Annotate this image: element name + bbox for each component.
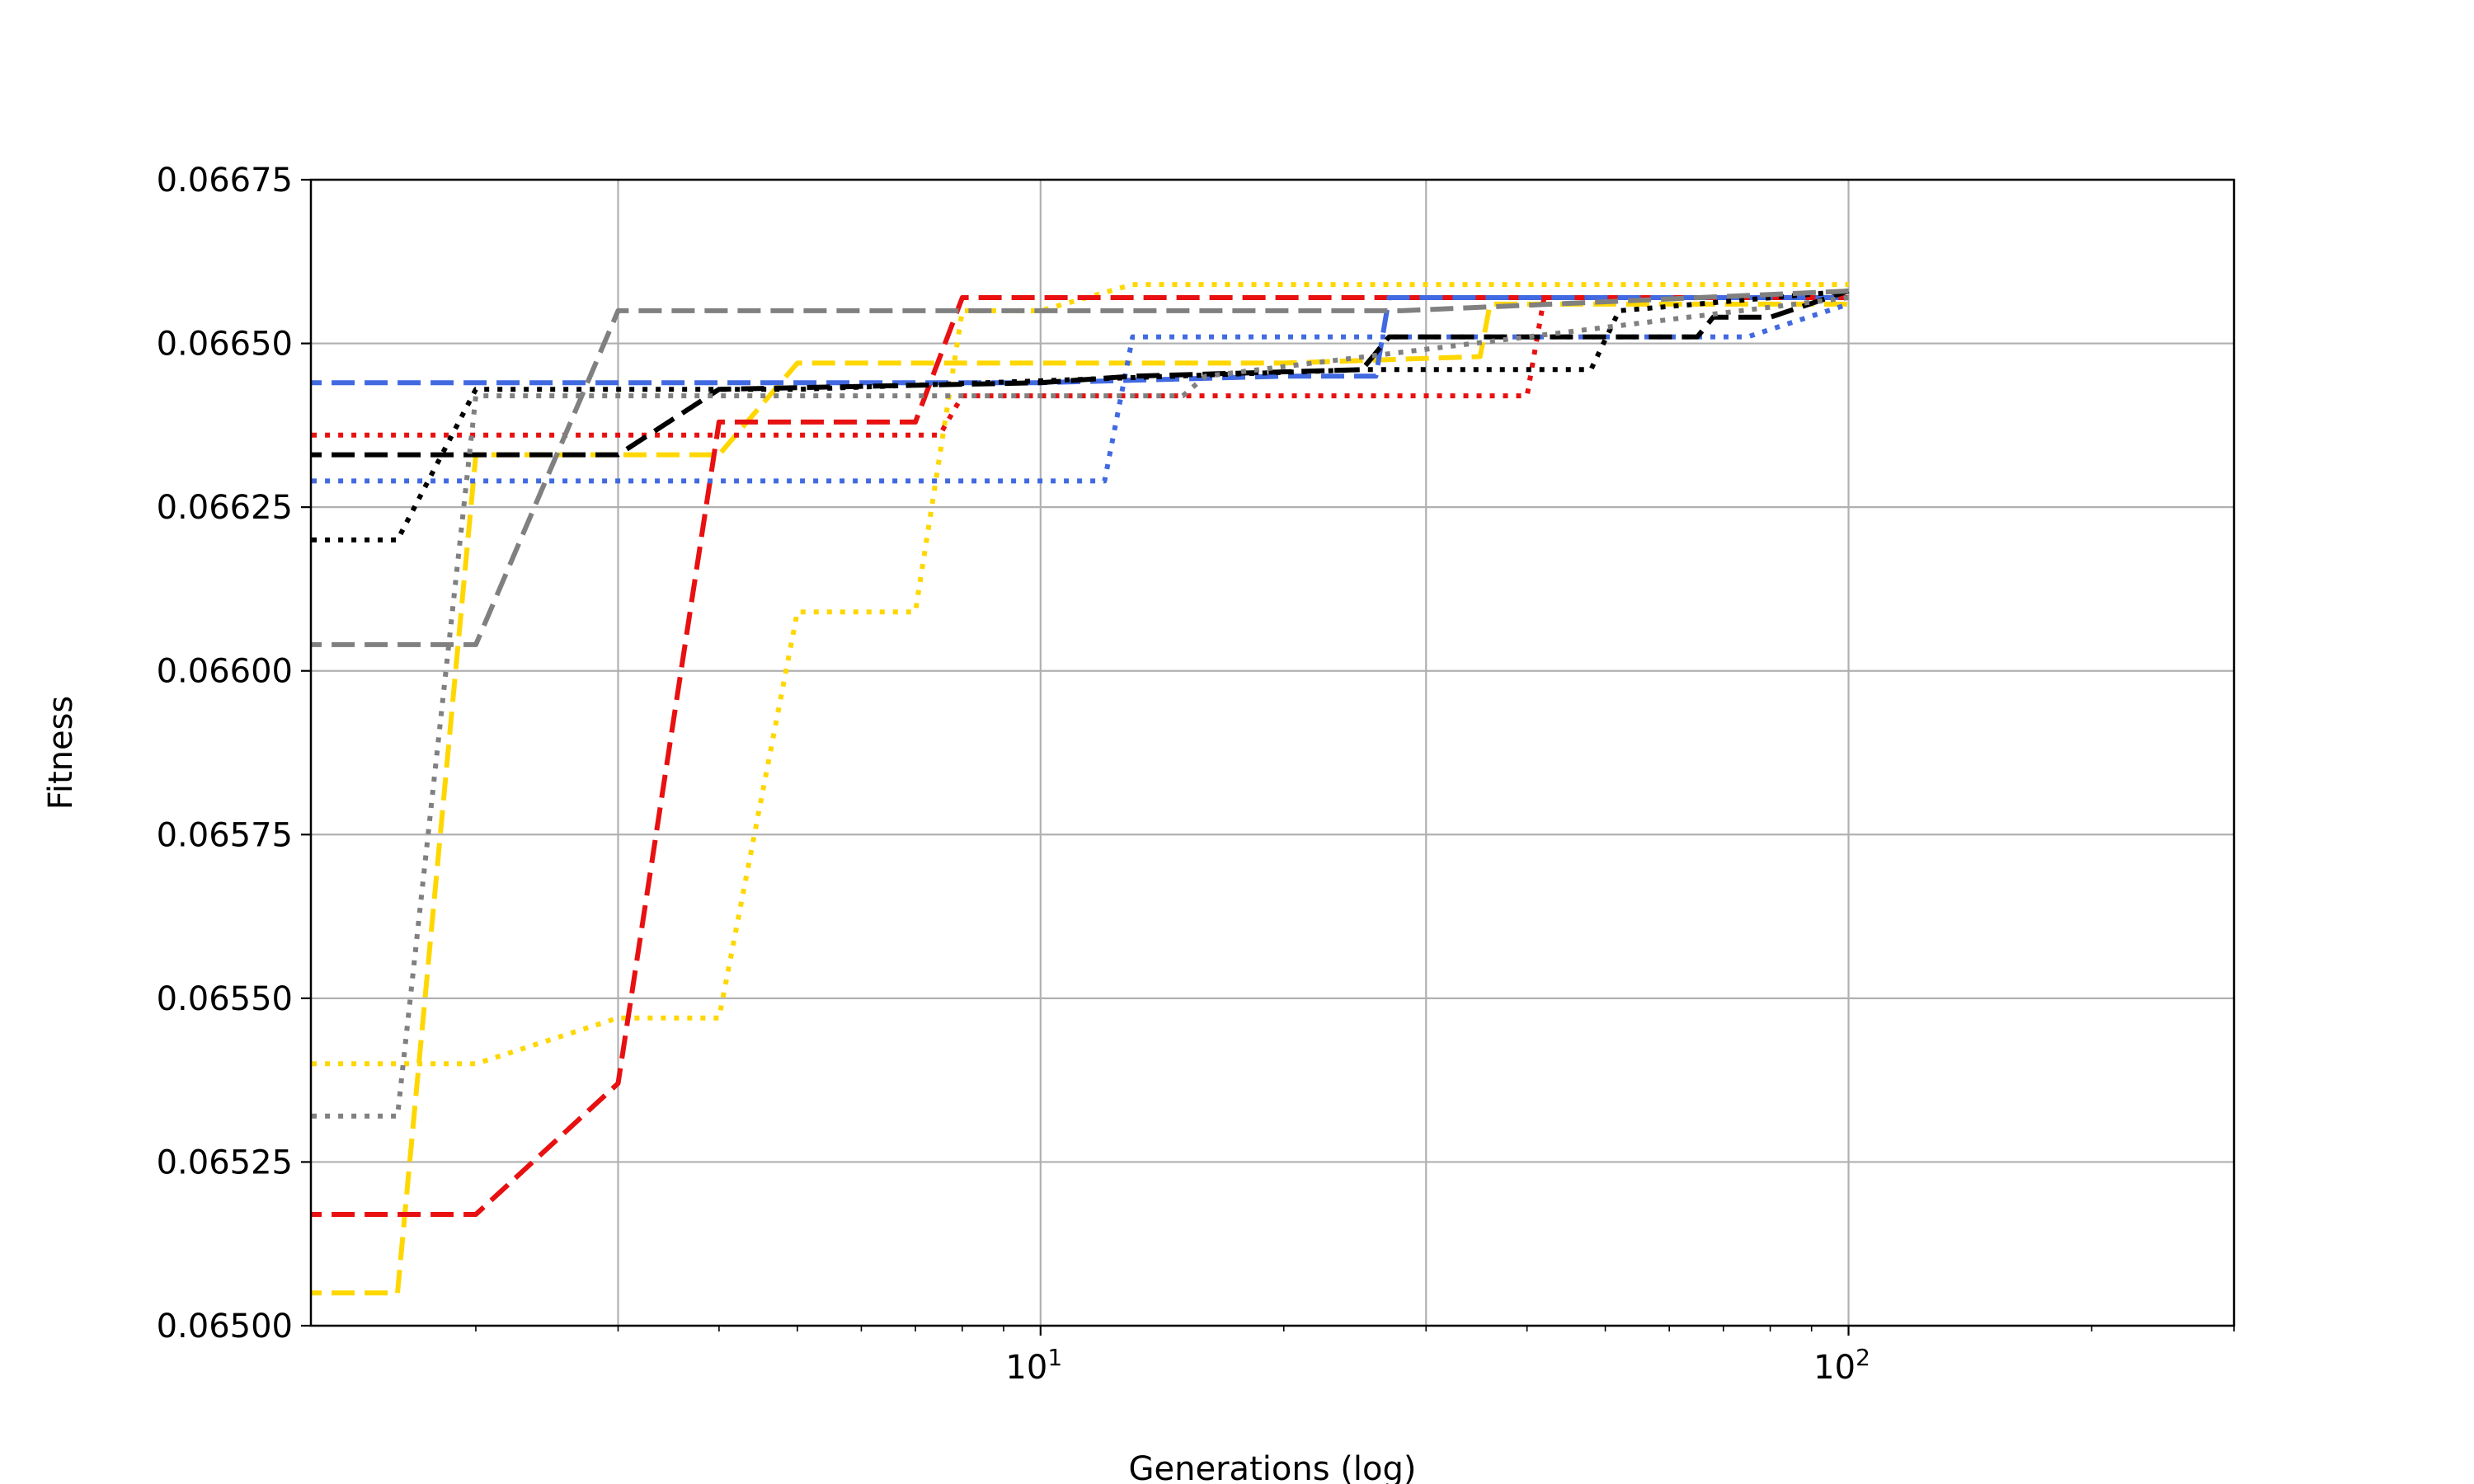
y-tick-label: 0.06525: [157, 1144, 293, 1181]
y-axis-ticks: 0.06500 0.06525 0.06550 0.06575 0.06600 0.066…: [157, 162, 311, 1345]
series-line-7: [311, 289, 1850, 458]
y-tick-label: 0.06625: [157, 489, 293, 527]
plot-frame: [309, 178, 2236, 1327]
y-tick-label: 0.06600: [157, 653, 293, 691]
series-line-10: [311, 295, 1849, 1119]
y-tick-label: 0.06575: [157, 816, 293, 854]
x-axis-label: Generations (log): [1129, 1450, 1417, 1484]
y-tick-label: 0.06550: [157, 980, 293, 1018]
series-line-3: [311, 295, 1849, 1217]
x-axis-ticks: 101 102: [475, 1326, 2235, 1387]
y-axis-label: Fitness: [42, 696, 80, 810]
series-line-6: [311, 302, 1850, 484]
y-tick-label: 0.06500: [157, 1308, 293, 1345]
series-line-8: [311, 289, 1849, 542]
series-line-9: [311, 289, 1849, 647]
y-tick-label: 0.06675: [157, 162, 293, 200]
series-group: [311, 282, 1850, 1296]
series-line-5: [311, 295, 1849, 386]
y-tick-label: 0.06650: [157, 326, 293, 364]
